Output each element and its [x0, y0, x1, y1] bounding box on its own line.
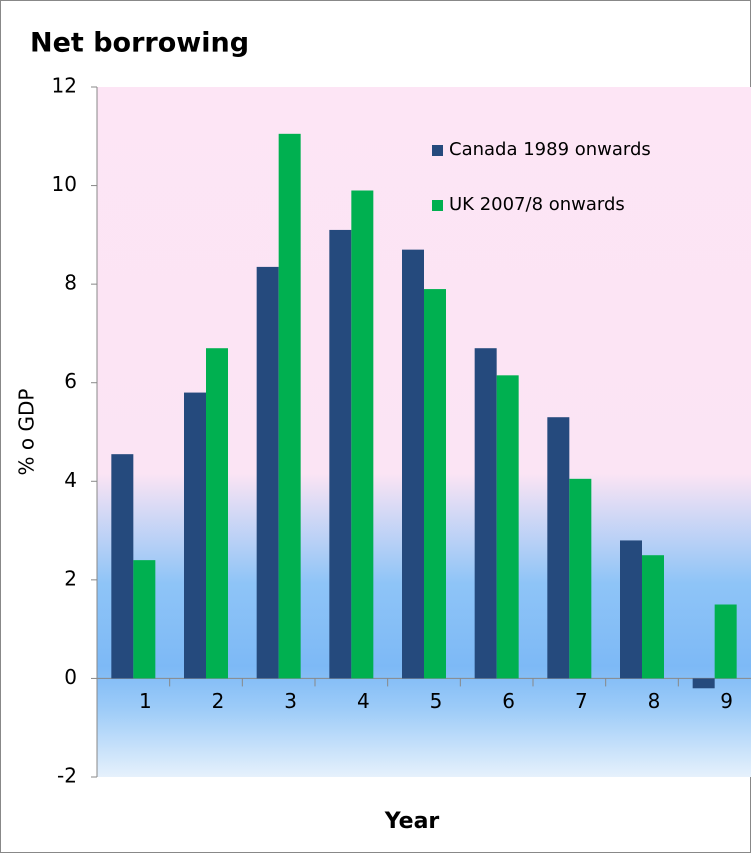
y-tick-label: 2	[64, 566, 77, 590]
x-tick-label: 8	[648, 689, 661, 713]
x-tick-label: 4	[357, 689, 370, 713]
bar	[474, 348, 497, 679]
x-tick-label: 3	[284, 689, 297, 713]
bar	[424, 289, 446, 679]
bar	[351, 190, 374, 679]
chart-title: Net borrowing	[30, 28, 249, 59]
bar	[402, 249, 424, 679]
bar	[278, 133, 301, 679]
y-tick-label: 10	[52, 172, 77, 196]
y-axis-label: % o GDP	[15, 389, 39, 476]
y-tick-label: 12	[52, 74, 77, 98]
x-tick-label: 9	[720, 689, 733, 713]
bar	[133, 560, 156, 679]
x-tick-label: 1	[139, 689, 152, 713]
legend-swatch	[432, 200, 443, 211]
legend-swatch	[432, 145, 443, 156]
y-tick-label: 4	[64, 468, 77, 492]
legend-label: Canada 1989 onwards	[449, 139, 651, 160]
legend-label: UK 2007/8 onwards	[449, 194, 625, 215]
bar	[184, 392, 206, 679]
x-tick-label: 5	[430, 689, 443, 713]
x-tick-label: 6	[502, 689, 515, 713]
bar	[642, 555, 664, 679]
bar	[496, 375, 519, 679]
bar	[569, 478, 592, 679]
x-tick-label: 7	[575, 689, 588, 713]
bar	[256, 266, 279, 679]
y-tick-label: 0	[64, 665, 77, 689]
bar	[206, 348, 228, 679]
bar	[111, 454, 134, 679]
y-tick-label: -2	[57, 764, 77, 788]
bar	[620, 540, 642, 679]
x-tick-label: 2	[212, 689, 225, 713]
bar	[692, 678, 715, 689]
y-tick-label: 6	[64, 369, 77, 393]
bar	[714, 604, 737, 679]
bar	[547, 417, 570, 679]
y-tick-label: 8	[64, 271, 77, 295]
bar	[329, 229, 352, 679]
x-axis-label: Year	[384, 809, 440, 834]
